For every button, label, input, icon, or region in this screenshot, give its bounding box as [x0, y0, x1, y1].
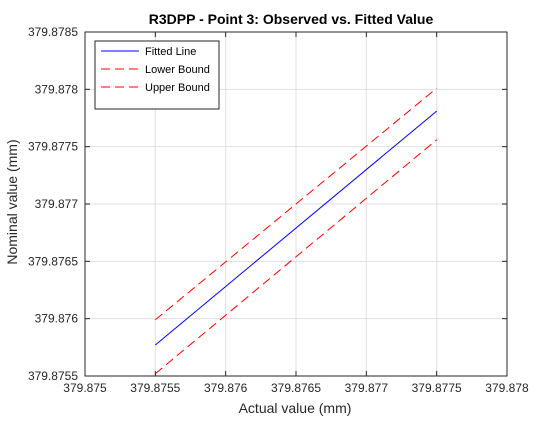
- x-tick-label: 379.8765: [271, 381, 321, 395]
- legend-label: Lower Bound: [145, 64, 210, 76]
- legend-label: Upper Bound: [145, 82, 210, 94]
- y-tick-label: 379.8785: [28, 25, 78, 39]
- x-tick-label: 379.878: [485, 381, 529, 395]
- x-tick-label: 379.8755: [130, 381, 180, 395]
- y-tick-label: 379.876: [35, 312, 79, 326]
- axis-ticks: 379.875 379.8755 379.876 379.8765 379.877 379…: [28, 25, 529, 395]
- y-tick-label: 379.878: [35, 82, 79, 96]
- y-tick-label: 379.8775: [28, 140, 78, 154]
- x-tick-label: 379.876: [204, 381, 248, 395]
- series-line-lower-bound: [154, 139, 438, 375]
- chart-title: R3DPP - Point 3: Observed vs. Fitted Val…: [149, 11, 434, 27]
- legend-label: Fitted Line: [145, 46, 196, 58]
- y-axis-label: Nominal value (mm): [4, 139, 20, 264]
- series-lines: [154, 87, 438, 375]
- series-line-upper-bound: [154, 87, 438, 321]
- x-tick-label: 379.877: [345, 381, 389, 395]
- legend: Fitted Line Lower Bound Upper Bound: [94, 40, 220, 110]
- series-line-fitted-line: [154, 110, 438, 346]
- y-tick-label: 379.8755: [28, 369, 78, 383]
- x-axis-label: Actual value (mm): [239, 400, 352, 416]
- legend-box: [94, 40, 220, 110]
- y-tick-label: 379.877: [35, 197, 79, 211]
- x-tick-label: 379.875: [63, 381, 107, 395]
- x-tick-label: 379.8775: [412, 381, 462, 395]
- y-tick-label: 379.8765: [28, 254, 78, 268]
